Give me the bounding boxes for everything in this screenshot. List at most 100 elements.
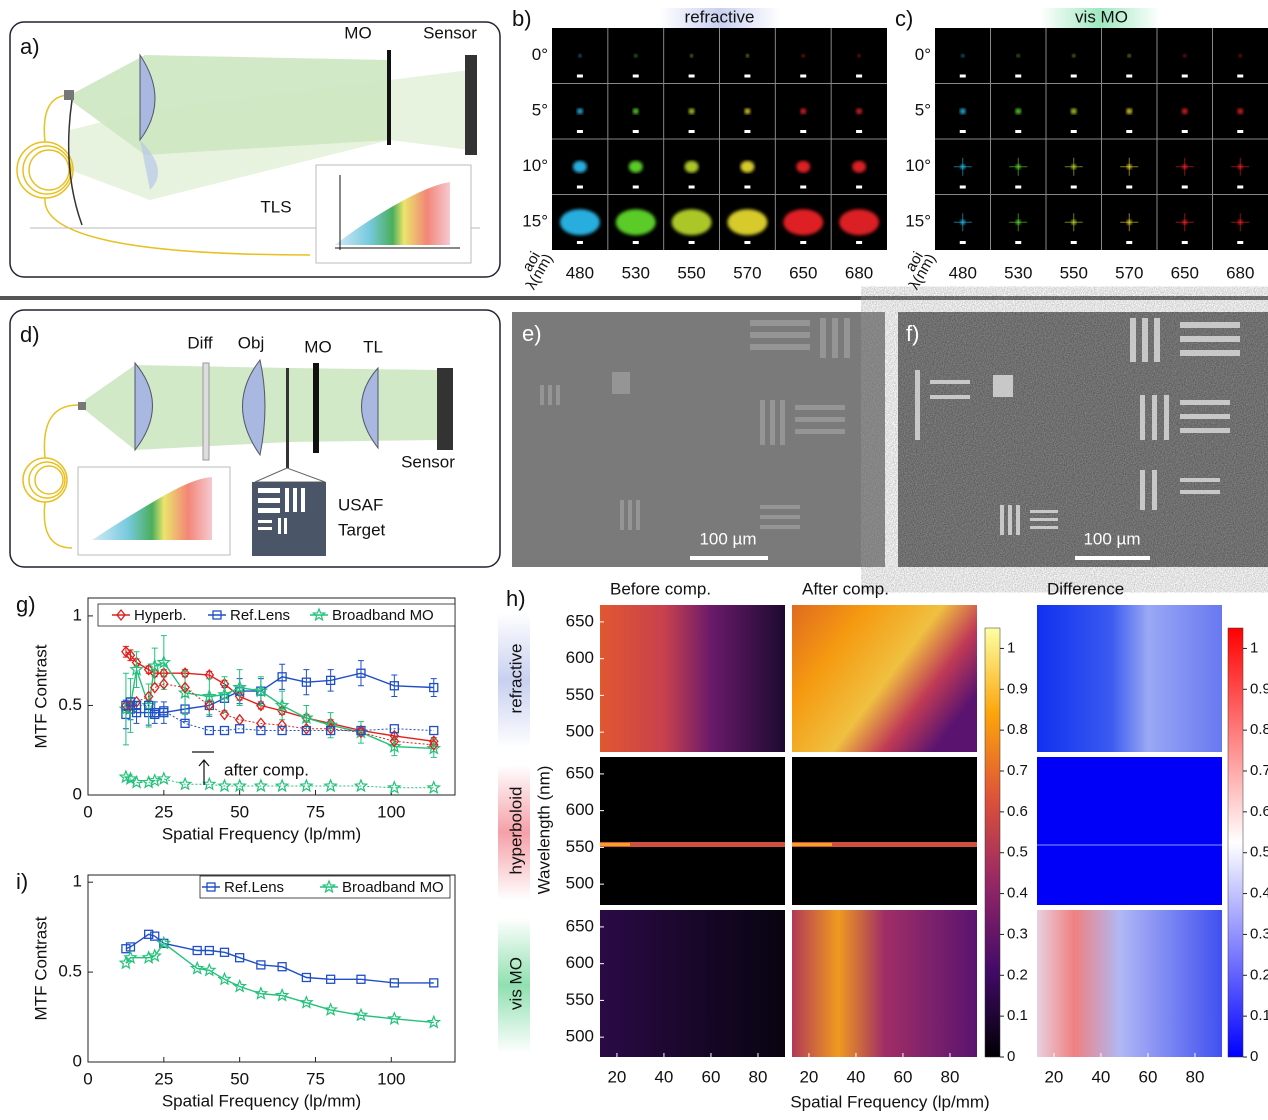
colorbar-tick-label: 0.9 xyxy=(1250,680,1268,697)
marker xyxy=(253,683,269,698)
title-tag xyxy=(660,8,780,30)
marker xyxy=(274,697,290,712)
column-label: 480 xyxy=(566,263,594,282)
scale-mark xyxy=(1181,185,1188,189)
psf-spot xyxy=(1072,54,1076,58)
psf-spot xyxy=(1127,54,1131,58)
x-tick-label: 20 xyxy=(799,1067,818,1086)
row-label: 15° xyxy=(905,212,931,231)
psf-spot xyxy=(615,209,656,236)
column-label: 530 xyxy=(622,263,650,282)
marker xyxy=(389,724,399,734)
scale-mark xyxy=(744,74,751,78)
marker xyxy=(204,699,215,712)
scale-mark xyxy=(856,74,863,78)
marker xyxy=(180,718,190,729)
colorbar-tick-label: 1 xyxy=(1007,639,1015,656)
marker xyxy=(235,724,245,734)
marker xyxy=(256,960,266,970)
marker xyxy=(321,879,337,894)
marker xyxy=(232,679,247,694)
y-tick-label: 550 xyxy=(566,685,594,704)
marker xyxy=(202,688,217,703)
panel-label: a) xyxy=(20,34,40,59)
marker xyxy=(204,725,214,736)
colorbar-tick-label: 0.8 xyxy=(1250,721,1268,738)
scale-mark xyxy=(744,130,751,133)
marker xyxy=(311,607,327,622)
marker xyxy=(323,1002,338,1017)
marker xyxy=(116,608,126,622)
y-tick-label: 500 xyxy=(566,874,594,893)
scale-mark xyxy=(1070,130,1077,133)
marker xyxy=(301,677,312,687)
psf-spot xyxy=(783,209,824,236)
marker xyxy=(217,778,232,793)
marker xyxy=(325,725,336,736)
scale-mark xyxy=(856,241,863,244)
colorbar-tick-label: 0.2 xyxy=(1007,966,1028,983)
y-tick-label: 550 xyxy=(566,990,594,1009)
psf-spot xyxy=(856,108,863,115)
x-tick-label: 80 xyxy=(1186,1067,1205,1086)
x-tick-label: 60 xyxy=(701,1067,720,1086)
marker xyxy=(429,682,439,693)
marker xyxy=(150,709,160,720)
scale-mark xyxy=(1015,241,1022,244)
scale-mark xyxy=(744,185,751,189)
x-tick-label: 40 xyxy=(654,1067,673,1086)
scale-mark xyxy=(688,74,695,78)
marker xyxy=(299,995,314,1009)
x-tick-label: 0 xyxy=(83,802,92,821)
scale-mark xyxy=(856,130,863,133)
x-tick-label: 40 xyxy=(1091,1067,1110,1086)
x-tick-label: 25 xyxy=(154,802,173,821)
row-label: refractive xyxy=(506,644,525,714)
scale-mark xyxy=(800,130,807,133)
diagram-label: TLS xyxy=(260,197,291,216)
colorbar-tick-label: 0.5 xyxy=(1250,844,1268,861)
column-label: 550 xyxy=(677,263,705,282)
series-line xyxy=(125,933,434,984)
psf-spot xyxy=(671,209,712,236)
scale-mark xyxy=(688,130,695,133)
row-label: hyperboloid xyxy=(506,787,525,875)
marker xyxy=(156,771,172,786)
marker xyxy=(219,947,230,957)
column-label: 480 xyxy=(949,263,977,282)
marker xyxy=(301,972,312,983)
colorbar-tick-label: 0.1 xyxy=(1250,1007,1268,1024)
psf-spot xyxy=(852,160,867,173)
panel-title: vis MO xyxy=(1075,7,1128,26)
marker xyxy=(204,945,214,956)
y-tick-label: 0 xyxy=(73,1051,82,1070)
diagram-label: MO xyxy=(344,23,371,42)
scale-mark xyxy=(1237,130,1244,133)
colorbar-tick-label: 0.4 xyxy=(1250,885,1268,902)
colorbar-tick-label: 0.1 xyxy=(1007,1007,1028,1024)
marker xyxy=(180,681,190,694)
psf-spot xyxy=(1015,108,1022,115)
psf-spot xyxy=(578,54,582,58)
row-label: vis MO xyxy=(506,957,525,1010)
psf-spot xyxy=(839,209,880,236)
marker xyxy=(144,700,154,711)
scale-mark xyxy=(1015,74,1022,78)
diagram-label: Target xyxy=(338,520,386,539)
x-axis-label: Spatial Frequency (lp/mm) xyxy=(162,1091,361,1110)
y-tick-label: 0.5 xyxy=(58,962,82,981)
marker xyxy=(217,971,232,986)
y-axis-label: MTF Contrast xyxy=(31,916,50,1020)
marker xyxy=(299,778,314,793)
x-axis-label: Spatial Frequency (lp/mm) xyxy=(790,1092,989,1111)
marker xyxy=(123,771,138,786)
colorbar-tick-label: 0.2 xyxy=(1250,966,1268,983)
marker xyxy=(428,738,439,751)
scale-mark xyxy=(744,241,751,244)
legend-label: Ref.Lens xyxy=(230,607,290,624)
psf-spot xyxy=(801,54,805,58)
heatmaps xyxy=(600,605,1244,1058)
error-bar xyxy=(236,669,243,706)
psf-spot xyxy=(961,54,965,58)
scale-bar-label: 100 µm xyxy=(1083,529,1140,548)
